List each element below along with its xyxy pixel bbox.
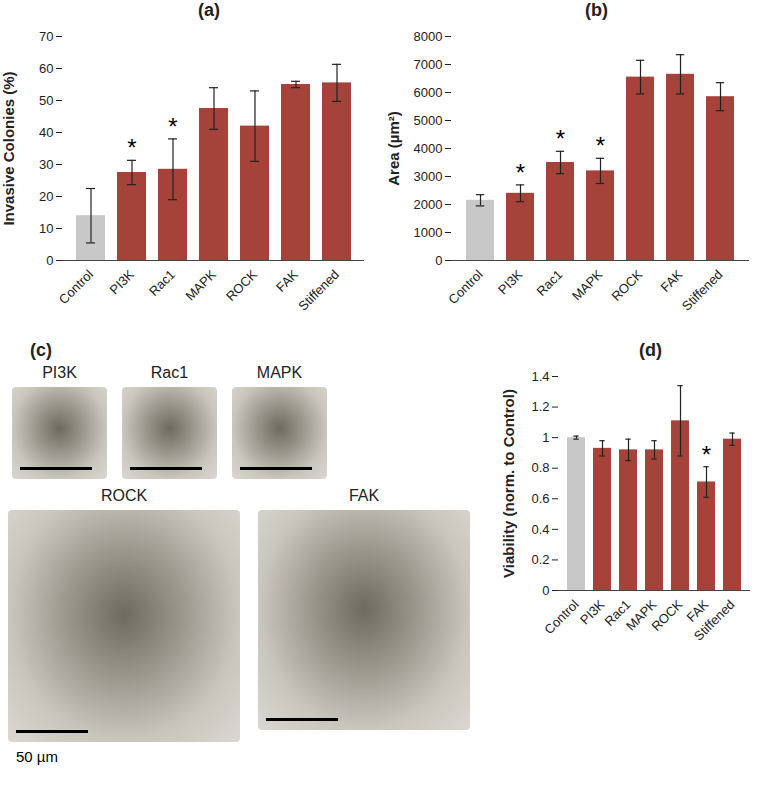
svg-text:*: * [127, 134, 136, 161]
svg-text:1000: 1000 [414, 225, 443, 240]
svg-text:50: 50 [39, 93, 53, 108]
svg-text:Invasive Colonies (%): Invasive Colonies (%) [0, 71, 17, 225]
svg-text:MAPK: MAPK [622, 596, 660, 634]
svg-text:PI3K: PI3K [495, 267, 526, 298]
svg-text:0.8: 0.8 [531, 460, 549, 475]
svg-text:Control: Control [445, 267, 485, 307]
svg-text:8000: 8000 [414, 29, 443, 44]
svg-text:*: * [556, 125, 565, 152]
svg-text:Stiffened: Stiffened [679, 267, 726, 314]
svg-text:*: * [596, 132, 605, 159]
svg-text:ROCK: ROCK [648, 597, 685, 634]
svg-text:FAK: FAK [273, 267, 301, 295]
svg-text:7000: 7000 [414, 57, 443, 72]
svg-text:Rac1: Rac1 [601, 596, 634, 629]
svg-text:Rac1: Rac1 [533, 267, 565, 299]
svg-text:MAPK: MAPK [182, 267, 219, 304]
html-text:MAPK: MAPK [256, 364, 303, 381]
svg-text:1.2: 1.2 [531, 399, 549, 414]
svg-text:10: 10 [39, 221, 53, 236]
svg-text:PI3K: PI3K [577, 597, 608, 628]
svg-text:30: 30 [39, 157, 53, 172]
svg-text:ROCK: ROCK [223, 267, 260, 304]
svg-text:1: 1 [542, 430, 549, 445]
html-text:(c): (c) [30, 340, 52, 360]
svg-text:Stiffened: Stiffened [295, 267, 342, 314]
svg-text:FAK: FAK [658, 267, 686, 295]
svg-text:6000: 6000 [414, 85, 443, 100]
html-text:ROCK: ROCK [100, 487, 148, 504]
svg-text:*: * [702, 441, 711, 468]
html-text:50 µm: 50 µm [16, 748, 58, 765]
svg-text:*: * [516, 159, 525, 186]
svg-text:4000: 4000 [414, 141, 443, 156]
svg-text:0.2: 0.2 [531, 552, 549, 567]
svg-text:3000: 3000 [414, 169, 443, 184]
svg-text:Control: Control [541, 597, 581, 637]
html-text:(a): (a) [198, 0, 220, 20]
svg-text:ROCK: ROCK [608, 267, 645, 304]
svg-text:Viability (norm. to Control): Viability (norm. to Control) [500, 389, 517, 578]
svg-text:40: 40 [39, 125, 53, 140]
html-text:(d): (d) [639, 340, 662, 360]
svg-text:2000: 2000 [414, 197, 443, 212]
svg-text:Control: Control [56, 267, 96, 307]
html-text:(b): (b) [585, 0, 608, 20]
svg-text:20: 20 [39, 189, 53, 204]
svg-text:*: * [168, 113, 177, 140]
svg-text:Stiffened: Stiffened [691, 597, 738, 644]
svg-text:0: 0 [46, 253, 53, 268]
svg-text:Rac1: Rac1 [146, 267, 178, 299]
html-text:PI3K: PI3K [42, 364, 77, 381]
svg-text:PI3K: PI3K [107, 267, 138, 298]
svg-text:0.6: 0.6 [531, 491, 549, 506]
svg-text:MAPK: MAPK [569, 267, 606, 304]
svg-text:FAK: FAK [683, 596, 712, 625]
html-text:Rac1: Rac1 [150, 364, 189, 381]
svg-text:5000: 5000 [414, 113, 443, 128]
svg-text:70: 70 [39, 29, 53, 44]
svg-text:Area (µm²): Area (µm²) [385, 111, 402, 186]
svg-text:0.4: 0.4 [531, 522, 549, 537]
svg-text:1.4: 1.4 [531, 369, 549, 384]
svg-text:60: 60 [39, 61, 53, 76]
svg-text:0: 0 [435, 253, 442, 268]
svg-text:0: 0 [542, 583, 549, 598]
html-text:FAK: FAK [348, 487, 380, 504]
